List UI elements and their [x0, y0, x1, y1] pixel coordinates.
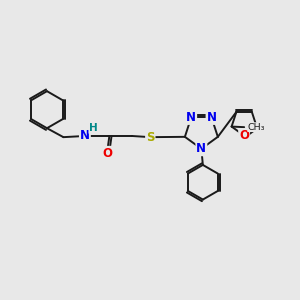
Text: CH₃: CH₃ — [248, 123, 265, 132]
Text: N: N — [186, 111, 196, 124]
Text: O: O — [239, 129, 249, 142]
Text: S: S — [146, 131, 154, 144]
Text: N: N — [80, 130, 90, 142]
Text: H: H — [89, 123, 98, 133]
Text: O: O — [102, 147, 112, 160]
Text: N: N — [206, 111, 217, 124]
Text: N: N — [196, 142, 206, 155]
